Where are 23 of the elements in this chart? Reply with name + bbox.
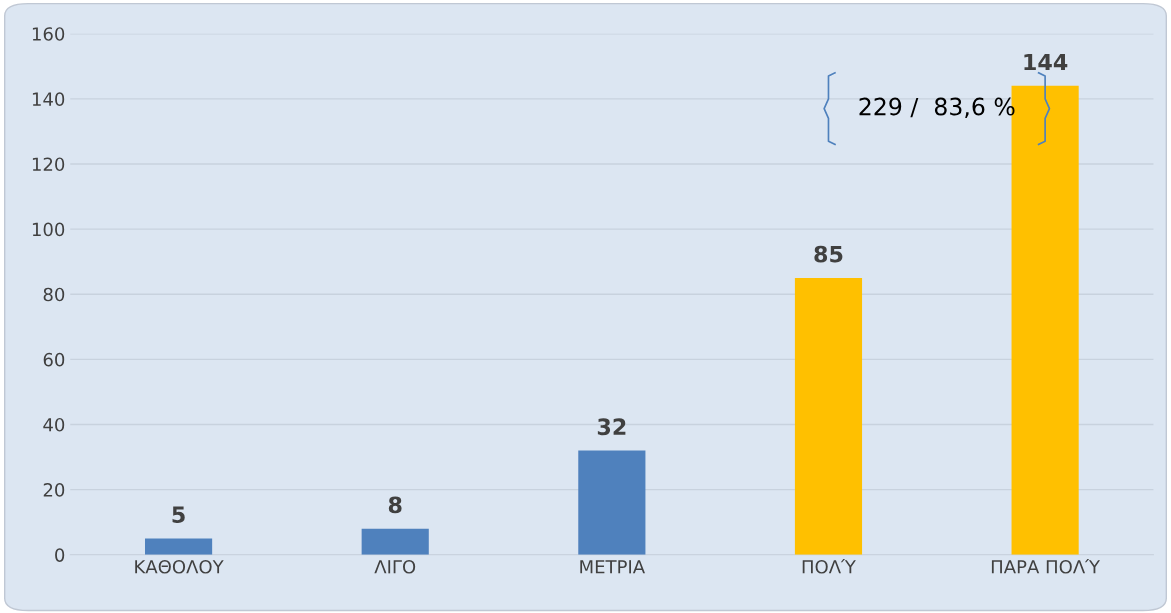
data-label: 85 xyxy=(814,245,843,263)
y-tick-label: 80 xyxy=(43,287,65,302)
y-tick-label: 40 xyxy=(43,417,65,432)
bar xyxy=(794,277,863,555)
y-tick-label: 0 xyxy=(55,548,65,562)
x-tick-label: ΠΑΡΑ ΠΟΛΎ xyxy=(991,558,1101,574)
y-tick-label: 140 xyxy=(32,92,65,106)
data-label: 32 xyxy=(597,418,626,436)
data-label: 8 xyxy=(388,496,402,514)
y-tick-label: 60 xyxy=(43,352,65,367)
bar xyxy=(361,528,429,555)
x-tick-label: ΚΑΘΟΛΟΥ xyxy=(135,559,224,574)
y-tick-label: 120 xyxy=(32,157,65,172)
x-tick-label: ΠΟΛΎ xyxy=(802,558,856,574)
y-tick-label: 160 xyxy=(32,27,65,41)
bar xyxy=(145,538,213,555)
x-tick-label: ΜΕΤΡΙΑ xyxy=(580,560,645,574)
data-label: 144 xyxy=(1024,53,1068,71)
data-label: 5 xyxy=(172,506,185,524)
x-tick-label: ΛΙΓΟ xyxy=(374,559,416,574)
bar xyxy=(578,450,646,555)
y-tick-label: 20 xyxy=(43,483,65,497)
y-tick-label: 100 xyxy=(32,222,65,237)
